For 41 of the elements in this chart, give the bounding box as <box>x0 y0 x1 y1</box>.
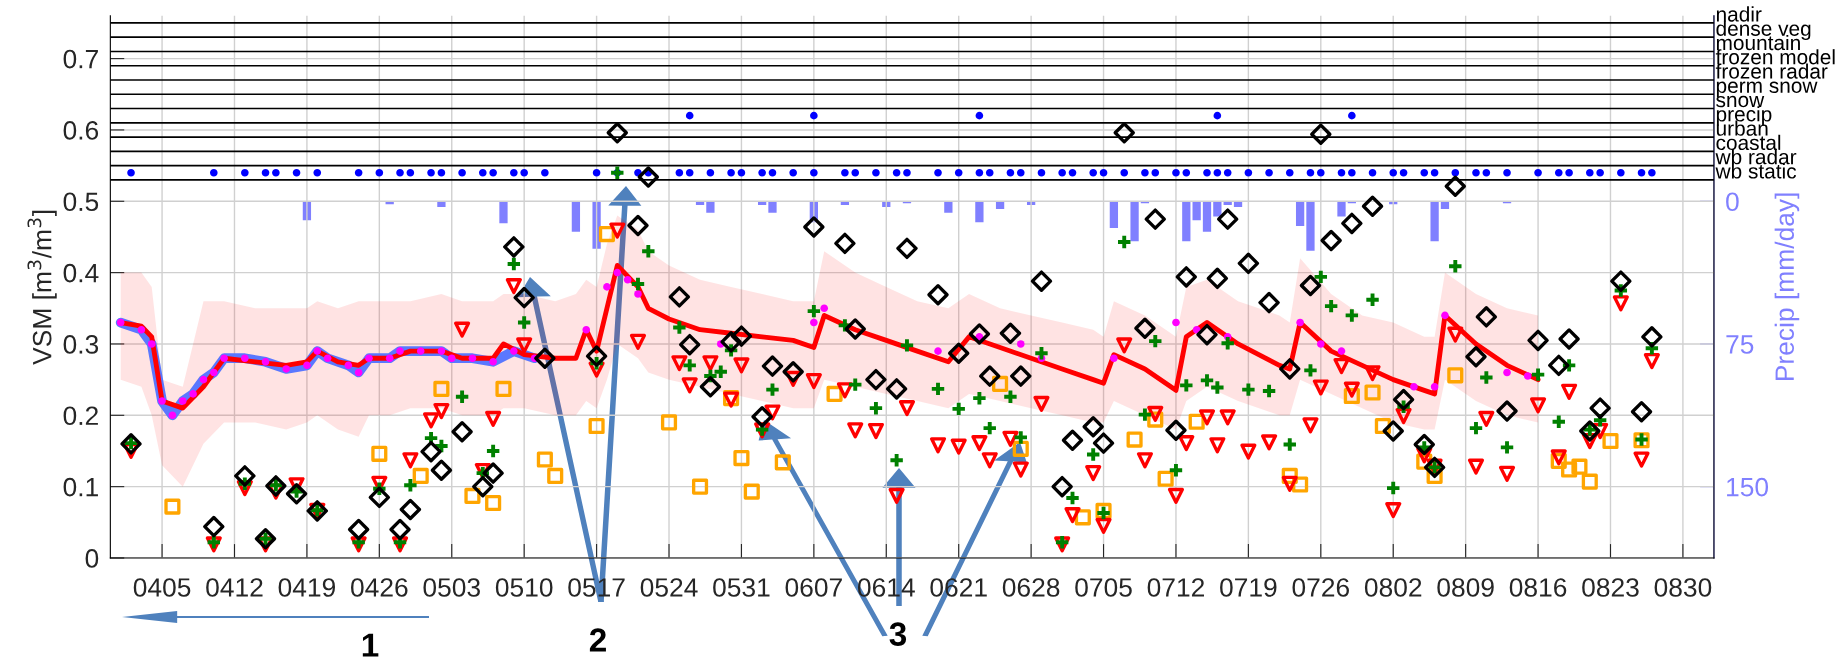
y-tick-label: 0.7 <box>63 49 98 69</box>
x-tick-label: 0809 <box>1437 578 1494 597</box>
x-tick-label: 0830 <box>1654 578 1712 597</box>
y-tick-label: 0 <box>85 549 99 568</box>
ref-line-label: coastal <box>1716 134 1781 151</box>
text: 1 <box>362 633 379 657</box>
x-tick-label: 0524 <box>640 578 698 597</box>
x-tick-label: 0607 <box>785 578 842 597</box>
ref-line-label: wb static <box>1715 163 1797 179</box>
x-tick-label: 0510 <box>495 578 553 597</box>
y-tick-label: 0.4 <box>63 263 99 283</box>
text: 3 <box>889 622 907 646</box>
ref-line-label: snow <box>1716 95 1765 108</box>
y-tick-label: 0.3 <box>63 335 99 354</box>
ref-line-label: nadir <box>1716 6 1762 22</box>
x-tick-label: 0628 <box>1002 578 1060 597</box>
y-tick-label: 0.5 <box>63 192 99 212</box>
x-tick-label: 0405 <box>133 578 191 597</box>
x-tick-label: 0503 <box>423 578 480 597</box>
ref-line-label: wb radar <box>1715 149 1797 165</box>
x-tick-label: 0712 <box>1147 578 1204 597</box>
x-tick-label: 0705 <box>1075 578 1132 597</box>
y-tick-label: 0.2 <box>63 406 98 426</box>
y-tick-label: 0.1 <box>63 477 98 497</box>
x-tick-label: 0419 <box>278 578 336 597</box>
x-tick-label: 0726 <box>1292 578 1349 597</box>
x-tick-label: 0412 <box>206 578 263 597</box>
y2-axis-title: Precip [mm/day] <box>1774 193 1800 381</box>
text: 2 <box>589 628 606 652</box>
x-tick-label: 0802 <box>1364 578 1422 597</box>
x-tick-label: 0719 <box>1220 578 1277 597</box>
x-tick-label: 0426 <box>351 578 408 597</box>
x-tick-label: 0816 <box>1509 578 1567 597</box>
y2-tick-label: 150 <box>1727 477 1769 497</box>
y2-tick-label: 0 <box>1726 192 1739 212</box>
y-tick-label: 0.6 <box>63 121 99 140</box>
y2-tick-label: 75 <box>1726 335 1754 354</box>
ref-line-label: frozen radar <box>1715 63 1828 79</box>
x-tick-label: 0531 <box>713 578 770 597</box>
x-tick-label: 0823 <box>1582 578 1639 597</box>
y-axis-title: VSM [m$^{3}$/m$^{3}$] <box>27 210 57 365</box>
